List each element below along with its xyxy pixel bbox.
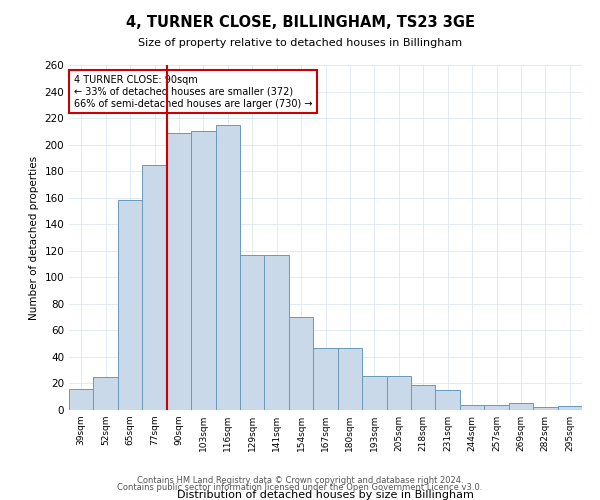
Bar: [289, 317, 313, 410]
Bar: [436, 390, 460, 410]
Bar: [94, 377, 118, 410]
Y-axis label: Number of detached properties: Number of detached properties: [29, 156, 39, 320]
Bar: [118, 200, 142, 410]
Bar: [362, 376, 386, 410]
Bar: [313, 348, 338, 410]
Bar: [411, 385, 436, 410]
Text: Contains HM Land Registry data © Crown copyright and database right 2024.: Contains HM Land Registry data © Crown c…: [137, 476, 463, 485]
Bar: [509, 404, 533, 410]
Text: 4 TURNER CLOSE: 90sqm
← 33% of detached houses are smaller (372)
66% of semi-det: 4 TURNER CLOSE: 90sqm ← 33% of detached …: [74, 76, 313, 108]
Bar: [215, 124, 240, 410]
Bar: [191, 132, 215, 410]
Bar: [338, 348, 362, 410]
Bar: [460, 404, 484, 410]
Bar: [386, 376, 411, 410]
Text: Size of property relative to detached houses in Billingham: Size of property relative to detached ho…: [138, 38, 462, 48]
Bar: [142, 164, 167, 410]
Bar: [240, 255, 265, 410]
Bar: [69, 389, 94, 410]
X-axis label: Distribution of detached houses by size in Billingham: Distribution of detached houses by size …: [177, 490, 474, 500]
Text: Contains public sector information licensed under the Open Government Licence v3: Contains public sector information licen…: [118, 484, 482, 492]
Bar: [484, 404, 509, 410]
Bar: [167, 132, 191, 410]
Bar: [557, 406, 582, 410]
Bar: [265, 255, 289, 410]
Bar: [533, 408, 557, 410]
Text: 4, TURNER CLOSE, BILLINGHAM, TS23 3GE: 4, TURNER CLOSE, BILLINGHAM, TS23 3GE: [125, 15, 475, 30]
